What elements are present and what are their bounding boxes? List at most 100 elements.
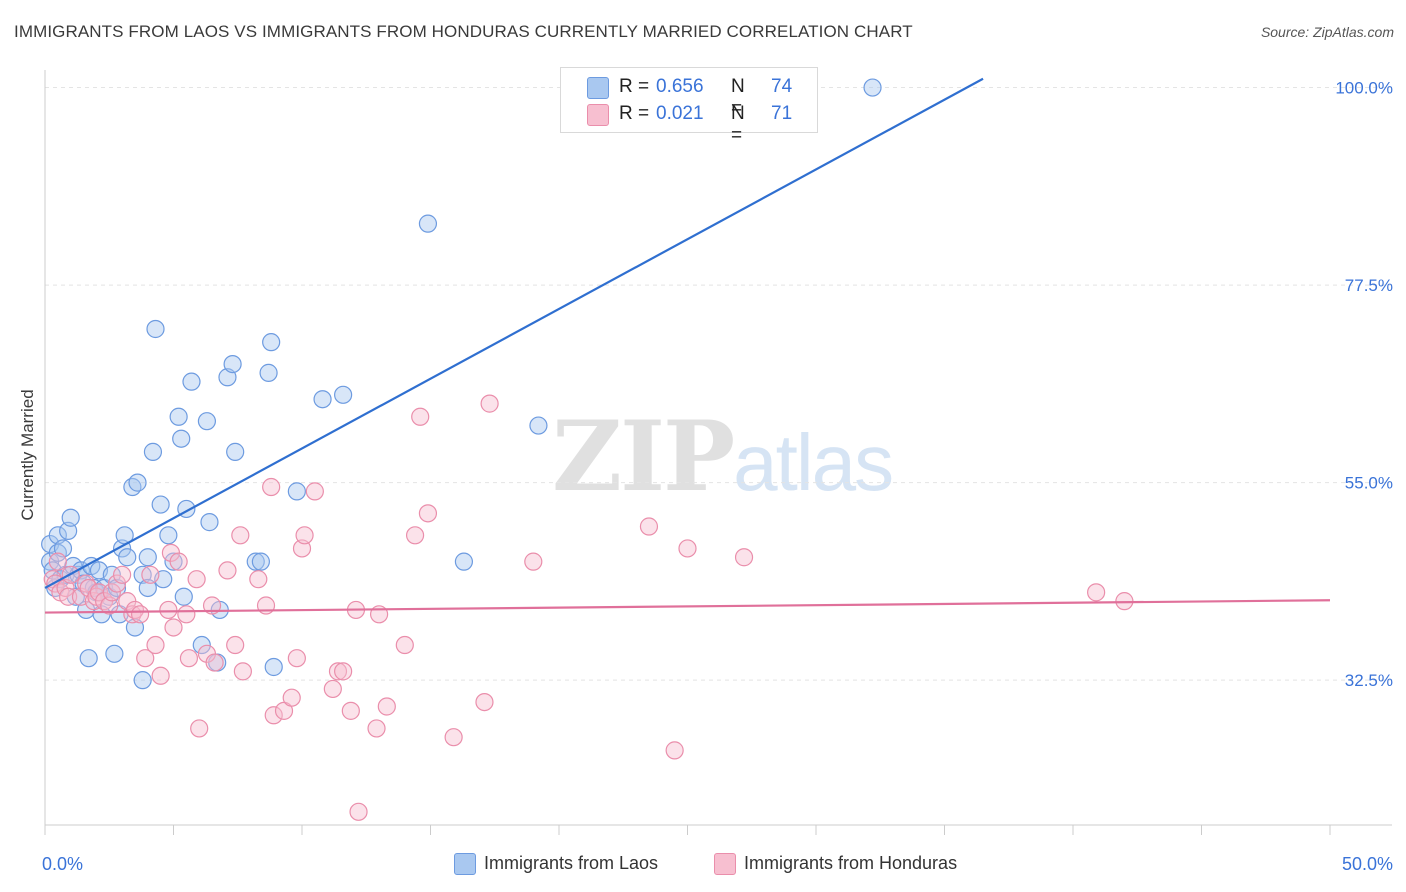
honduras-point (102, 583, 121, 602)
honduras-point (411, 407, 430, 426)
honduras-point (349, 802, 368, 821)
honduras-point (231, 526, 250, 545)
honduras-point (367, 719, 386, 738)
honduras-point (159, 600, 178, 620)
honduras-point (89, 583, 109, 602)
honduras-point (146, 635, 165, 655)
laos-point (313, 390, 332, 409)
legend-r-value: 0.656 (656, 76, 704, 97)
correlation-legend: R = 0.656 N = 74 R = 0.021 N = 71 (560, 67, 818, 146)
laos-point (223, 354, 242, 374)
honduras-point (480, 394, 499, 413)
honduras-point (164, 618, 183, 637)
bottom-legend-label-honduras: Immigrants from Honduras (744, 853, 958, 873)
honduras-point (202, 596, 222, 615)
laos-point (138, 548, 157, 567)
bottom-legend-swatch-honduras (714, 853, 736, 875)
laos-point (133, 671, 152, 690)
honduras-point (734, 548, 754, 567)
honduras-trend-line (44, 599, 1331, 614)
laos-point (128, 473, 147, 492)
laos-point (143, 442, 163, 461)
laos-point (151, 495, 170, 514)
laos-point (172, 429, 191, 448)
laos-point (197, 412, 217, 431)
honduras-point (1087, 583, 1106, 602)
laos-point (418, 214, 438, 233)
honduras-point (295, 526, 314, 545)
legend-n-label: N = (731, 76, 745, 119)
honduras-point (264, 706, 283, 725)
laos-point (251, 552, 270, 571)
honduras-point (218, 561, 237, 580)
honduras-point (179, 649, 199, 668)
laos-point (105, 644, 124, 663)
honduras-point (475, 692, 494, 712)
watermark-zip: ZIP (552, 400, 735, 513)
honduras-point (177, 605, 196, 624)
y-tick-label: 100.0% (1335, 79, 1393, 98)
legend-n-label: N = (731, 103, 745, 146)
laos-point (246, 552, 265, 571)
laos-point (61, 508, 80, 527)
legend-n-value: 71 (771, 103, 793, 124)
honduras-point (328, 662, 348, 681)
bottom-legend-swatch-laos (454, 853, 476, 875)
honduras-point (233, 662, 252, 681)
watermark: ZIPatlas (552, 400, 894, 513)
honduras-point (323, 679, 342, 699)
honduras-point (205, 653, 224, 672)
honduras-point (287, 649, 306, 668)
x-tick-label: 0.0% (42, 854, 83, 874)
honduras-point (249, 570, 268, 589)
laos-point (192, 635, 211, 655)
honduras-point (112, 565, 132, 584)
honduras-point (395, 635, 414, 655)
laos-point (169, 407, 188, 426)
honduras-point (678, 539, 697, 558)
x-tick-label: 50.0% (1342, 854, 1393, 874)
honduras-point (48, 552, 67, 571)
laos-point (259, 363, 278, 382)
honduras-point (334, 662, 353, 681)
honduras-point (141, 565, 160, 584)
laos-trend-line (44, 77, 984, 589)
honduras-point (226, 635, 245, 655)
laos-point (287, 482, 306, 501)
honduras-point (444, 728, 463, 747)
honduras-point (187, 570, 206, 589)
bottom-legend-label-laos: Immigrants from Laos (484, 853, 659, 873)
laos-point (118, 548, 137, 567)
source-credit: Source: ZipAtlas.com (1260, 24, 1394, 40)
honduras-point (418, 504, 438, 523)
y-tick-label: 77.5% (1345, 276, 1393, 295)
laos-point (174, 587, 193, 606)
honduras-point (665, 741, 684, 760)
laos-point (863, 78, 882, 97)
laos-point (146, 319, 165, 339)
honduras-point (107, 574, 127, 593)
legend-r-label: R = (619, 103, 650, 124)
watermark-atlas: atlas (733, 418, 894, 507)
honduras-point (341, 701, 360, 720)
laos-point (454, 552, 474, 571)
chart-title: IMMIGRANTS FROM LAOS VS IMMIGRANTS FROM … (14, 22, 913, 41)
y-tick-label: 32.5% (1345, 671, 1393, 690)
honduras-point (305, 482, 324, 501)
laos-point (334, 385, 353, 404)
legend-swatch-laos (587, 77, 609, 99)
honduras-point (169, 552, 188, 571)
laos-point (200, 513, 219, 532)
laos-point (79, 649, 98, 668)
laos-point (262, 333, 281, 352)
laos-point (529, 416, 548, 435)
honduras-point (524, 552, 543, 571)
legend-r-value: 0.021 (656, 103, 704, 124)
legend-r-label: R = (619, 76, 650, 97)
honduras-point (405, 526, 425, 545)
laos-point (264, 657, 283, 677)
legend-n-value: 74 (771, 76, 793, 97)
honduras-point (639, 517, 659, 536)
laos-point (226, 442, 245, 461)
